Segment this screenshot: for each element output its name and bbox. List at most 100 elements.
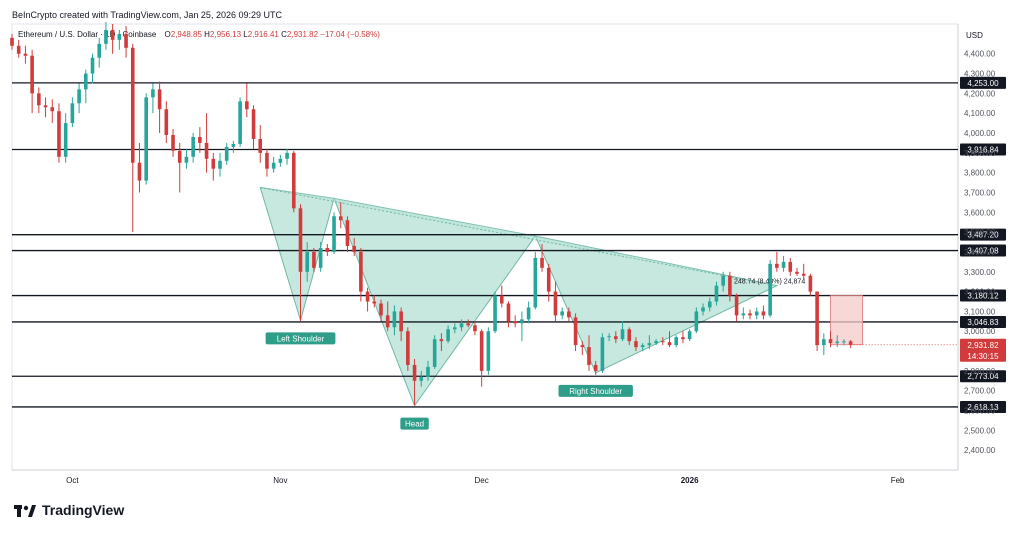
level-tag (960, 143, 1006, 156)
candle-body (499, 295, 504, 304)
level-label: 3,916.84 (967, 146, 999, 155)
candle-body (211, 158, 216, 169)
candle-body (345, 220, 350, 247)
candle-body (251, 109, 256, 139)
candle-body (224, 146, 229, 161)
tradingview-logo-icon (14, 504, 36, 517)
level-tag (960, 370, 1006, 383)
level-tag (960, 76, 1006, 89)
candle-body (30, 55, 34, 94)
pattern-label-box (558, 384, 633, 397)
candle-body (23, 53, 28, 56)
candle-body (701, 307, 705, 312)
candle-body (707, 301, 712, 308)
credit-text: BeInCrypto created with TradingView.com,… (12, 10, 282, 20)
candle-body (164, 109, 169, 136)
candle-body (768, 263, 772, 316)
candle-body (486, 331, 491, 371)
high-value: 2,956.13 (209, 30, 242, 39)
symbol-label: Ethereum / U.S. Dollar · 1D · Coinbase (18, 30, 157, 39)
candle-body (365, 291, 370, 302)
candle-body (607, 336, 611, 338)
pattern-label: Head (405, 420, 424, 429)
pattern-label-box (265, 332, 336, 345)
y-tick-label: 4,300.00 (964, 70, 996, 79)
candle-body (90, 57, 95, 74)
x-tick-label: Oct (66, 476, 79, 485)
candle-body (788, 261, 793, 272)
x-tick-label: Nov (273, 476, 287, 485)
candle-body (305, 251, 310, 272)
candle-body (835, 341, 840, 344)
candle-body (291, 152, 296, 209)
tradingview-name: TradingView (42, 502, 125, 518)
candle-body (204, 142, 209, 159)
candle-body (842, 341, 846, 343)
candle-body (761, 311, 766, 316)
candle-body (466, 323, 471, 326)
candle-body (681, 337, 685, 340)
price-range-label: 248.74 (8.48%) 24,874 (734, 279, 805, 286)
y-tick-label: 2,800.00 (964, 367, 996, 376)
candle-body (43, 105, 48, 108)
candle-body (231, 143, 236, 147)
x-tick-label: Feb (891, 476, 905, 485)
candle-body (674, 337, 679, 346)
candle-body (560, 311, 564, 316)
candle-body (50, 107, 55, 112)
candle-body (741, 313, 746, 316)
level-tag (960, 315, 1006, 328)
candle-body (265, 152, 269, 169)
candle-body (634, 341, 638, 348)
candle-body (97, 43, 102, 58)
candle-body (593, 364, 598, 371)
level-tag (960, 289, 1006, 302)
candle-body (10, 37, 14, 46)
y-tick-label: 3,900.00 (964, 149, 996, 158)
candle-body (775, 263, 779, 268)
last-price-label: 2,931.82 (967, 341, 999, 350)
candle-body (379, 303, 383, 316)
candle-body (412, 364, 417, 381)
y-tick-label: 2,600.00 (964, 407, 996, 416)
candle-body (687, 331, 692, 340)
candle-body (245, 101, 249, 110)
candle-body (419, 376, 424, 381)
level-label: 3,180.12 (967, 292, 999, 301)
candle-body (520, 319, 524, 324)
y-tick-label: 3,100.00 (964, 307, 996, 316)
pattern-label: Left Shoulder (277, 334, 325, 343)
candle-body (640, 345, 645, 348)
y-tick-label: 4,000.00 (964, 129, 996, 138)
candle-body (338, 216, 343, 221)
candle-body (822, 339, 826, 346)
candle-body (620, 329, 625, 340)
close-value: 2,931.82 (286, 30, 319, 39)
y-tick-label: 3,000.00 (964, 327, 996, 336)
candle-body (506, 303, 511, 322)
candle-body (318, 247, 323, 268)
neckline-dotted (260, 187, 777, 287)
candle-body (540, 257, 544, 268)
candle-body (848, 341, 853, 345)
y-tick-label: 2,900.00 (964, 347, 996, 356)
ohlc-legend: Ethereum / U.S. Dollar · 1D · Coinbase O… (18, 30, 380, 39)
level-label: 3,407.08 (967, 247, 999, 256)
candle-body (298, 208, 303, 272)
candle-body (801, 273, 806, 276)
candle-body (271, 162, 276, 169)
candle-body (647, 343, 652, 346)
level-tag (960, 244, 1006, 257)
candle-body (828, 339, 833, 344)
y-tick-label: 4,200.00 (964, 89, 996, 98)
candle-body (385, 315, 390, 328)
head-triangle (333, 197, 537, 407)
candle-body (426, 366, 430, 377)
candle-body (728, 275, 732, 296)
candle-body (667, 342, 672, 346)
neckline-fill (260, 187, 777, 286)
candle-body (392, 311, 397, 328)
y-tick-label: 3,700.00 (964, 188, 996, 197)
